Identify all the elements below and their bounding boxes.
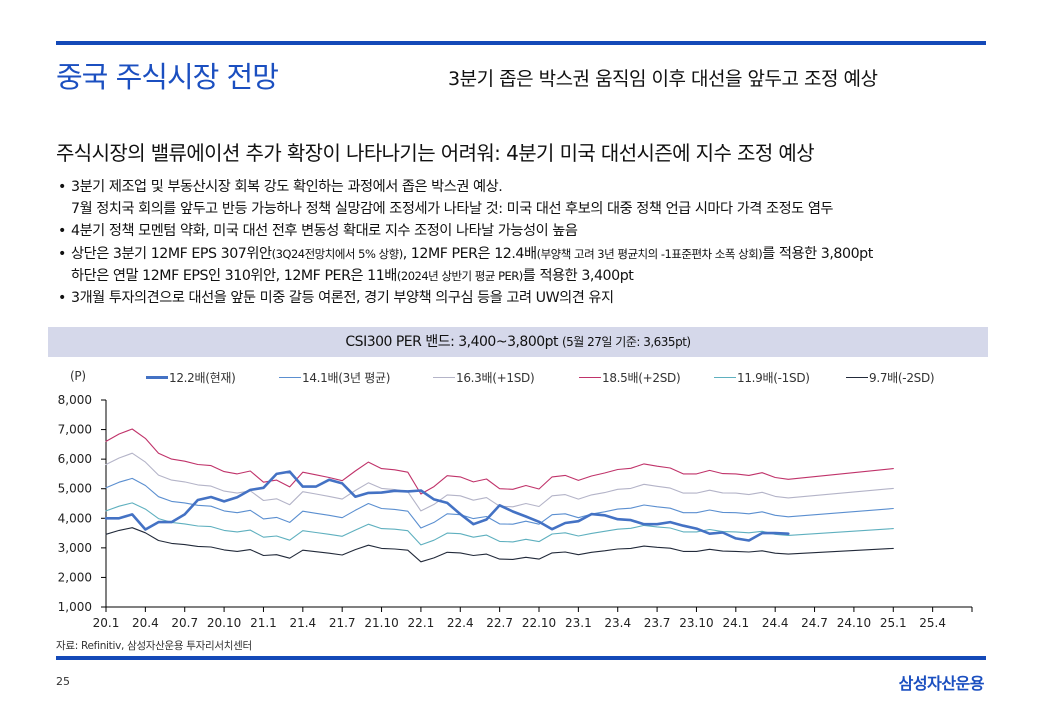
x-tick-label: 20.1 (93, 616, 120, 630)
legend-label: 16.3배(+1SD) (456, 371, 535, 385)
y-tick-label: 6,000 (58, 452, 92, 466)
x-tick-label: 22.10 (522, 616, 556, 630)
series-line-0 (104, 470, 790, 542)
bullet-item: • 3분기 제조업 및 부동산시장 회복 강도 확인하는 과정에서 좁은 박스권… (58, 176, 998, 220)
x-tick-label: 22.4 (447, 616, 474, 630)
bullet-text-part: 를 적용한 3,800pt (762, 245, 873, 262)
x-tick-label: 23.4 (604, 616, 631, 630)
y-tick-label: 4,000 (58, 511, 92, 525)
bottom-rule (56, 656, 986, 660)
legend-label: 14.1배(3년 평균) (302, 371, 391, 385)
x-tick-label: 25.4 (919, 616, 946, 630)
bullet-text-part: 하단은 연말 12MF EPS인 310위안, 12MF PER은 11배 (71, 267, 397, 284)
y-tick-label: 7,000 (58, 423, 92, 437)
bullet-item: • 상단은 3분기 12MF EPS 307위안(3Q24전망치에서 5% 상향… (58, 243, 998, 287)
bullet-note: (3Q24전망치에서 5% 상향) (271, 246, 404, 261)
page-subtitle: 3분기 좁은 박스권 움직임 이후 대선을 앞두고 조정 예상 (448, 68, 878, 90)
series-line-4 (105, 502, 894, 546)
page-number: 25 (56, 675, 70, 688)
legend-label: 11.9배(-1SD) (737, 371, 810, 385)
x-tick-label: 23.1 (565, 616, 592, 630)
y-tick-label: 1,000 (58, 600, 92, 614)
legend-label: 18.5배(+2SD) (602, 371, 681, 385)
bullet-text-part: 를 적용한 3,400pt (522, 267, 634, 284)
bullet-marker: • (58, 179, 66, 195)
series-line-1 (105, 477, 894, 529)
y-tick-label: 5,000 (58, 482, 92, 496)
bullet-item: • 4분기 정책 모멘텀 약화, 미국 대선 전후 변동성 확대로 지수 조정이… (58, 220, 998, 242)
bullet-text-part: 상단은 3분기 12MF EPS 307위안 (71, 245, 272, 262)
legend-item: 14.1배(3년 평균) (279, 369, 390, 386)
x-tick-label: 23.7 (644, 616, 671, 630)
x-tick-label: 21.7 (329, 616, 356, 630)
bullet-text-part: , 12MF PER은 12.4배 (402, 245, 537, 262)
legend-swatch (433, 377, 455, 378)
legend-swatch (279, 377, 301, 378)
x-tick-label: 20.7 (171, 616, 198, 630)
x-tick-label: 20.10 (207, 616, 241, 630)
bullet-marker: • (58, 290, 66, 307)
bullet-text: 4분기 정책 모멘텀 약화, 미국 대선 전후 변동성 확대로 지수 조정이 나… (71, 223, 578, 240)
x-tick-label: 24.4 (762, 616, 789, 630)
source-note: 자료: Refinitiv, 삼성자산운용 투자리서치센터 (56, 640, 252, 652)
x-tick-label: 22.1 (408, 616, 435, 630)
bullet-text: 하단은 연말 12MF EPS인 310위안, 12MF PER은 11배(20… (71, 265, 998, 287)
y-tick-label: 8,000 (58, 393, 92, 407)
y-axis-unit: (P) (70, 369, 86, 383)
legend-swatch (146, 376, 168, 379)
x-tick-label: 21.1 (250, 616, 277, 630)
legend-item: 18.5배(+2SD) (579, 369, 681, 386)
chart-title-note: (5월 27일 기준: 3,635pt) (561, 335, 691, 349)
brand-logo: 삼성자산운용 (898, 674, 985, 693)
x-tick-label: 25.1 (880, 616, 907, 630)
x-tick-label: 21.10 (364, 616, 398, 630)
x-tick-label: 24.10 (837, 616, 871, 630)
chart-title-bar: CSI300 PER 밴드: 3,400~3,800pt (5월 27일 기준:… (48, 327, 988, 357)
legend-item: 11.9배(-1SD) (714, 369, 810, 386)
per-band-chart: 1,000 2,000 3,000 4,000 5,000 6,000 7,000 8,000… (58, 393, 973, 630)
legend-item: 12.2배(현재) (146, 369, 236, 386)
bullet-list: • 3분기 제조업 및 부동산시장 회복 강도 확인하는 과정에서 좁은 박스권… (58, 176, 998, 309)
bullet-text: 상단은 3분기 12MF EPS 307위안(3Q24전망치에서 5% 상향),… (71, 243, 998, 265)
series-line-5 (105, 527, 894, 563)
chart-legend: (P) 12.2배(현재) 14.1배(3년 평균) 16.3배(+1SD) 1… (0, 369, 1040, 387)
bullet-note: (2024년 상반기 평균 PER) (396, 268, 523, 283)
legend-label: 9.7배(-2SD) (869, 371, 935, 385)
bullet-marker: • (58, 245, 66, 262)
bullet-note: (부양책 고려 3년 평균치의 -1표준편차 소폭 상회) (536, 246, 763, 261)
series-line-3 (105, 428, 894, 495)
page-title: 중국 주식시장 전망 (56, 60, 279, 94)
x-tick-label: 20.4 (132, 616, 159, 630)
bullet-marker: • (58, 223, 66, 240)
legend-swatch (846, 377, 868, 378)
legend-swatch (579, 377, 601, 378)
x-tick-label: 24.7 (801, 616, 828, 630)
legend-swatch (714, 377, 736, 378)
x-tick-label: 22.7 (486, 616, 513, 630)
chart-title: CSI300 PER 밴드: 3,400~3,800pt (345, 334, 559, 350)
bullet-text: 7월 정치국 회의를 앞두고 반등 가능하나 정책 실망감에 조정세가 나타날 … (71, 201, 834, 218)
bullet-item: • 3개월 투자의견으로 대선을 앞둔 미중 갈등 여론전, 경기 부양책 의구… (58, 287, 998, 309)
x-tick-label: 24.1 (722, 616, 749, 630)
legend-label: 12.2배(현재) (169, 371, 236, 385)
x-tick-label: 23.10 (679, 616, 713, 630)
top-rule (56, 41, 986, 45)
x-tick-label: 21.4 (289, 616, 316, 630)
section-headline: 주식시장의 밸류에이션 추가 확장이 나타나기는 어려워: 4분기 미국 대선시… (56, 141, 815, 165)
y-tick-label: 2,000 (58, 570, 92, 584)
bullet-text: 3분기 제조업 및 부동산시장 회복 강도 확인하는 과정에서 좁은 박스권 예… (71, 179, 503, 195)
series-line-2 (105, 452, 894, 512)
y-tick-label: 3,000 (58, 541, 92, 555)
legend-item: 9.7배(-2SD) (846, 369, 935, 386)
legend-item: 16.3배(+1SD) (433, 369, 535, 386)
bullet-text: 3개월 투자의견으로 대선을 앞둔 미중 갈등 여론전, 경기 부양책 의구심 … (71, 290, 614, 307)
